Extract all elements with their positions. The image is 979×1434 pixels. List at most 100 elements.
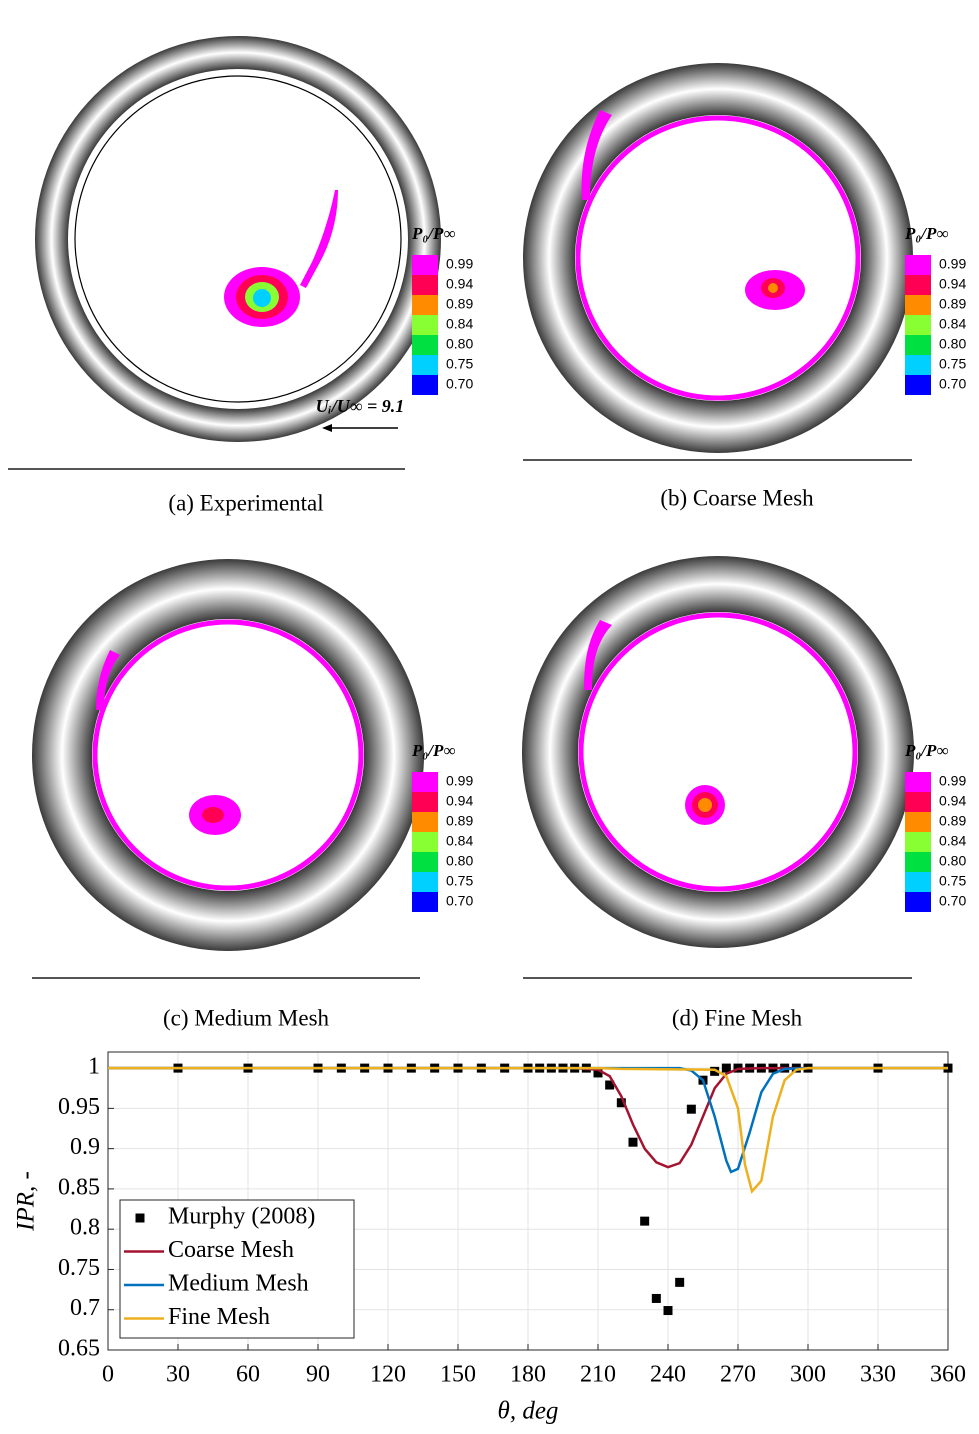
legend-title: P₀/P∞ (411, 741, 456, 760)
legend-swatch (905, 375, 931, 395)
legend-level: 0.99 (939, 773, 966, 789)
legend-swatch (905, 255, 931, 275)
legend-level: 0.94 (446, 793, 473, 809)
legend-level: 0.99 (939, 256, 966, 272)
legend-level: 0.75 (446, 873, 473, 889)
contour-blob (202, 807, 224, 823)
legend-level: 0.94 (939, 793, 966, 809)
velocity-arrowhead (322, 424, 332, 432)
legend-swatch (412, 295, 438, 315)
legend-swatch (412, 852, 438, 872)
legend-level: 0.75 (939, 873, 966, 889)
legend-swatch (412, 255, 438, 275)
y-tick-label: 0.9 (70, 1134, 100, 1160)
data-point (652, 1294, 661, 1303)
x-tick-label: 90 (306, 1362, 330, 1388)
x-tick-label: 180 (510, 1362, 546, 1388)
legend-swatch (905, 872, 931, 892)
y-tick-label: 0.7 (70, 1295, 100, 1321)
data-point (687, 1105, 696, 1114)
legend-title: P₀/P∞ (904, 224, 949, 243)
legend-swatch (905, 812, 931, 832)
legend-level: 0.75 (939, 356, 966, 372)
legend-swatch (412, 812, 438, 832)
figure: P₀/P∞0.990.940.890.840.800.750.70(a) Exp… (0, 0, 979, 1434)
legend-swatch (905, 892, 931, 912)
legend-swatch (905, 335, 931, 355)
legend-swatch (412, 355, 438, 375)
legend-swatch (905, 852, 931, 872)
legend-label: Medium Mesh (168, 1271, 309, 1297)
legend-title: P₀/P∞ (411, 224, 456, 243)
legend-level: 0.80 (446, 853, 473, 869)
duct-interior (68, 69, 408, 409)
legend-level: 0.94 (939, 276, 966, 292)
panel-caption: (b) Coarse Mesh (660, 485, 814, 510)
contour-blob (768, 283, 778, 293)
legend-level: 0.70 (446, 376, 473, 392)
legend-level: 0.84 (446, 833, 473, 849)
legend-swatch (905, 792, 931, 812)
data-point (664, 1306, 673, 1315)
y-tick-label: 0.85 (58, 1174, 100, 1200)
legend-swatch (412, 872, 438, 892)
panel-caption: (d) Fine Mesh (672, 1005, 803, 1030)
legend-level: 0.70 (446, 893, 473, 909)
x-tick-label: 240 (650, 1362, 686, 1388)
legend-level: 0.99 (446, 256, 473, 272)
legend-level: 0.89 (939, 813, 966, 829)
x-tick-label: 360 (930, 1362, 966, 1388)
legend-level: 0.84 (939, 833, 966, 849)
y-tick-label: 0.8 (70, 1215, 100, 1241)
x-axis-label: θ, deg (498, 1398, 559, 1425)
legend-label: Fine Mesh (168, 1304, 270, 1330)
legend-swatch (412, 832, 438, 852)
legend-level: 0.84 (939, 316, 966, 332)
data-point (640, 1217, 649, 1226)
legend-level: 0.94 (446, 276, 473, 292)
y-axis-label: IPR, - (13, 1171, 40, 1232)
legend-swatch (905, 295, 931, 315)
legend-level: 0.80 (446, 336, 473, 352)
x-tick-label: 210 (580, 1362, 616, 1388)
x-tick-label: 330 (860, 1362, 896, 1388)
legend-label: Coarse Mesh (168, 1237, 294, 1263)
legend-level: 0.75 (446, 356, 473, 372)
legend-swatch (412, 375, 438, 395)
legend-swatch (412, 892, 438, 912)
contour-blob (698, 798, 712, 812)
panel-caption: (c) Medium Mesh (163, 1005, 330, 1030)
legend-swatch (412, 772, 438, 792)
legend-swatch (905, 832, 931, 852)
legend-level: 0.89 (446, 813, 473, 829)
legend-level: 0.99 (446, 773, 473, 789)
y-tick-label: 1 (88, 1054, 100, 1080)
legend-level: 0.80 (939, 336, 966, 352)
legend-swatch (412, 275, 438, 295)
contour-blob (253, 289, 271, 307)
legend-title: P₀/P∞ (904, 741, 949, 760)
legend-level: 0.70 (939, 376, 966, 392)
legend-swatch (905, 315, 931, 335)
legend-swatch (905, 772, 931, 792)
legend-swatch (905, 275, 931, 295)
y-tick-label: 0.65 (58, 1336, 100, 1362)
legend-level: 0.80 (939, 853, 966, 869)
legend-swatch (412, 315, 438, 335)
legend-marker (136, 1214, 145, 1223)
legend-level: 0.89 (939, 296, 966, 312)
x-tick-label: 60 (236, 1362, 260, 1388)
legend-swatch (412, 335, 438, 355)
legend-level: 0.84 (446, 316, 473, 332)
y-tick-label: 0.75 (58, 1255, 100, 1281)
x-tick-label: 300 (790, 1362, 826, 1388)
x-tick-label: 0 (102, 1362, 114, 1388)
panel-caption: (a) Experimental (168, 490, 323, 515)
legend-level: 0.70 (939, 893, 966, 909)
data-point (629, 1138, 638, 1147)
x-tick-label: 30 (166, 1362, 190, 1388)
legend-swatch (412, 792, 438, 812)
legend-swatch (905, 355, 931, 375)
legend-level: 0.89 (446, 296, 473, 312)
x-tick-label: 150 (440, 1362, 476, 1388)
